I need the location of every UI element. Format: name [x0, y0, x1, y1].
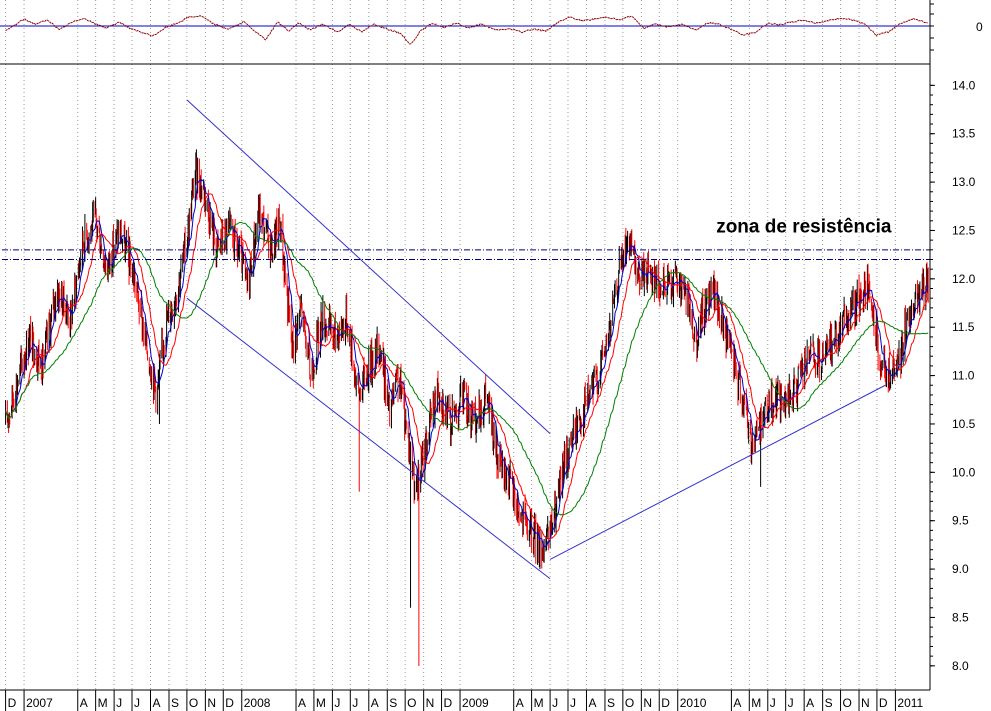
- x-tick-label: A: [153, 696, 161, 710]
- uptrend-line: [549, 384, 886, 560]
- y-tick-label: 9.0: [952, 562, 969, 576]
- x-tick-label: A: [588, 696, 596, 710]
- annotation-resistance-zone: zona de resistência: [716, 216, 892, 237]
- x-tick-label: N: [643, 696, 652, 710]
- x-tick-label: A: [516, 696, 524, 710]
- x-tick-label: M: [98, 696, 108, 710]
- y-tick-label: 11.5: [952, 320, 975, 334]
- x-tick-label: J: [770, 696, 776, 710]
- x-tick-label: O: [189, 696, 198, 710]
- ma-mid-line: [5, 193, 929, 540]
- x-tick-label: D: [444, 696, 453, 710]
- channel_top-line: [186, 99, 551, 434]
- x-tick-label: N: [207, 696, 216, 710]
- x-tick-label: S: [607, 696, 615, 710]
- osc-zero-label: 0: [976, 20, 983, 34]
- x-tick-label: N: [861, 696, 870, 710]
- x-tick-label: M: [751, 696, 761, 710]
- oscillator-panel: [0, 15, 930, 45]
- x-tick-label: M: [534, 696, 544, 710]
- x-tick-label: D: [225, 696, 234, 710]
- y-tick-label: 13.5: [952, 127, 976, 141]
- x-tick-label: J: [352, 696, 358, 710]
- ma-slow-line: [5, 221, 929, 516]
- grid: [5, 0, 896, 690]
- y-tick-label: 8.0: [952, 659, 969, 673]
- x-tick-label: O: [625, 696, 634, 710]
- x-tick-label: S: [389, 696, 397, 710]
- x-tick-label: 2011: [897, 696, 923, 710]
- x-tick-label: N: [426, 696, 435, 710]
- x-tick-label: D: [879, 696, 888, 710]
- x-tick-label: J: [788, 696, 794, 710]
- x-tick-label: A: [298, 696, 306, 710]
- x-tick-label: 2007: [26, 696, 53, 710]
- x-tick-label: A: [806, 696, 814, 710]
- x-tick-label: J: [134, 696, 140, 710]
- x-tick-label: 2010: [680, 696, 707, 710]
- y-tick-label: 12.5: [952, 223, 976, 237]
- y-tick-label: 12.0: [952, 272, 976, 286]
- x-tick-label: O: [407, 696, 416, 710]
- y-tick-label: 9.5: [952, 514, 969, 528]
- y-tick-label: 8.5: [952, 610, 969, 624]
- x-tick-label: A: [733, 696, 741, 710]
- x-tick-label: D: [661, 696, 670, 710]
- oscillator-line: [5, 15, 928, 45]
- price-panel: [5, 149, 929, 666]
- x-tick-label: 2009: [462, 696, 489, 710]
- trend-lines: [2, 99, 930, 580]
- x-tick-label: 2008: [244, 696, 271, 710]
- x-tick-label: J: [552, 696, 558, 710]
- x-tick-label: A: [371, 696, 379, 710]
- x-tick-label: S: [171, 696, 179, 710]
- x-tick-label: J: [570, 696, 576, 710]
- y-tick-label: 11.0: [952, 369, 975, 383]
- x-tick-label: J: [116, 696, 122, 710]
- x-tick-label: A: [80, 696, 88, 710]
- x-tick-label: M: [316, 696, 326, 710]
- x-tick-label: D: [8, 696, 17, 710]
- x-tick-label: O: [843, 696, 852, 710]
- oscillator-signal-line: [5, 15, 928, 45]
- ma-fast-line: [5, 178, 929, 548]
- x-tick-label: J: [334, 696, 340, 710]
- channel_bottom-line: [186, 297, 551, 580]
- y-tick-label: 13.0: [952, 175, 976, 189]
- y-tick-label: 10.0: [952, 465, 976, 479]
- y-tick-label: 14.0: [952, 78, 976, 92]
- x-tick-label: S: [825, 696, 833, 710]
- y-tick-label: 10.5: [952, 417, 976, 431]
